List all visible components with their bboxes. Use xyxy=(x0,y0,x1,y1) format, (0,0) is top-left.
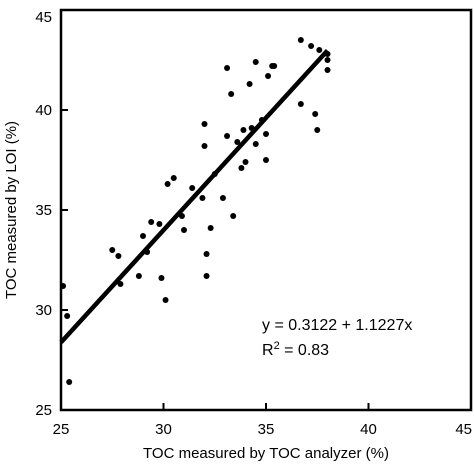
regression-line xyxy=(59,48,330,344)
data-point xyxy=(115,253,122,259)
data-point xyxy=(203,251,210,257)
data-point xyxy=(252,59,259,65)
r-squared-annotation: R2 = 0.83 xyxy=(262,340,329,359)
data-point xyxy=(170,175,177,181)
x-tick-label: 25 xyxy=(53,421,70,438)
data-point xyxy=(117,281,124,287)
r-squared-exponent: 2 xyxy=(274,340,280,352)
y-tick-label: 35 xyxy=(35,202,52,219)
data-point xyxy=(199,195,206,201)
data-point xyxy=(189,185,196,191)
data-point xyxy=(201,121,208,127)
plot-frame xyxy=(59,8,473,412)
data-point xyxy=(66,379,73,385)
y-tick-label: 45 xyxy=(35,9,52,26)
data-point xyxy=(297,37,304,43)
x-tick-label: 40 xyxy=(360,421,377,438)
data-points xyxy=(60,37,331,385)
data-point xyxy=(203,273,210,279)
data-point xyxy=(252,141,259,147)
x-tick-label: 45 xyxy=(455,421,472,438)
data-point xyxy=(324,57,331,63)
data-point xyxy=(312,111,319,117)
data-point xyxy=(230,213,237,219)
data-point xyxy=(240,127,247,133)
y-tick-label: 30 xyxy=(35,302,52,319)
data-point xyxy=(148,219,155,225)
data-point xyxy=(140,233,146,239)
data-point xyxy=(135,273,142,279)
data-point xyxy=(158,275,165,281)
data-point xyxy=(162,297,169,303)
data-point xyxy=(263,131,269,137)
y-tick-label: 25 xyxy=(35,402,52,419)
data-point xyxy=(201,143,208,149)
data-point xyxy=(308,43,315,49)
data-point xyxy=(156,221,163,227)
data-point xyxy=(314,127,321,133)
data-point xyxy=(109,247,116,253)
x-tick-label: 35 xyxy=(258,421,275,438)
data-point xyxy=(297,101,304,107)
equation-annotation: y = 0.3122 + 1.1227x xyxy=(262,317,412,334)
data-point xyxy=(164,181,171,187)
data-point xyxy=(263,157,269,163)
data-point xyxy=(324,67,331,73)
data-point xyxy=(265,73,272,79)
data-point xyxy=(228,91,235,97)
x-tick-label: 30 xyxy=(155,421,172,438)
data-point xyxy=(238,165,245,171)
data-point xyxy=(219,195,226,201)
y-tick-label: 40 xyxy=(35,102,52,119)
data-point xyxy=(242,159,249,165)
data-point xyxy=(207,225,214,231)
data-point xyxy=(316,47,323,53)
data-point xyxy=(271,63,278,69)
data-point xyxy=(224,133,231,139)
x-axis-label: TOC measured by TOC analyzer (%) xyxy=(143,445,389,462)
y-axis-label: TOC measured by LOI (%) xyxy=(3,121,20,299)
data-point xyxy=(64,313,71,319)
axis-tick-labels: 25 30 35 40 45 25 30 35 40 45 xyxy=(35,9,472,438)
data-point xyxy=(234,139,241,145)
data-point xyxy=(246,81,253,87)
data-point xyxy=(224,65,231,71)
data-point xyxy=(181,227,187,233)
